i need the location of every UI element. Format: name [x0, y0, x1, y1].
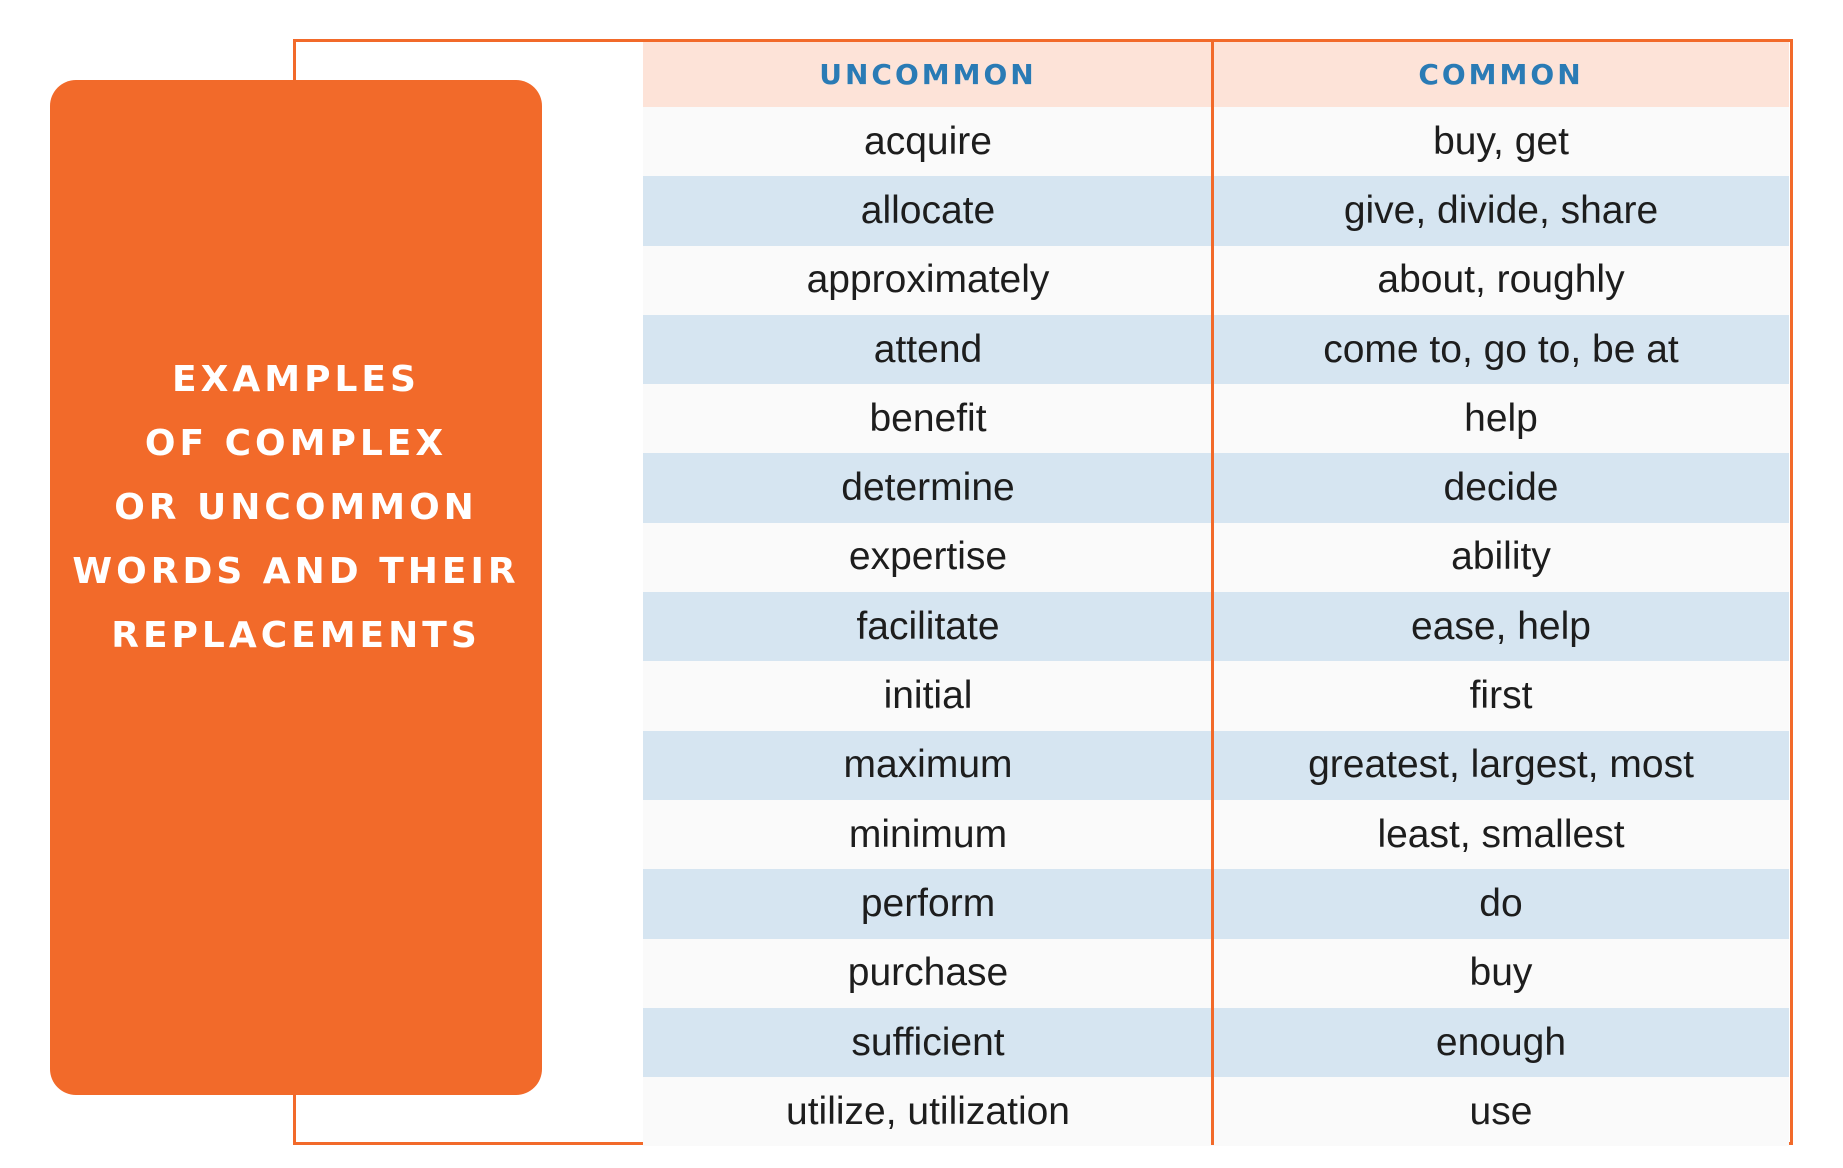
word-replacement-table: UNCOMMON COMMON acquire buy, get allocate g…	[643, 42, 1789, 1147]
cell-uncommon: initial	[883, 674, 973, 718]
table-row: acquire buy, get	[643, 107, 1789, 177]
cell-uncommon: facilitate	[856, 604, 1000, 648]
cell-common: give, divide, share	[1343, 188, 1659, 232]
cell-common: decide	[1443, 466, 1559, 510]
side-title: EXAMPLES OF COMPLEX OR UNCOMMON WORDS AN…	[72, 348, 519, 668]
cell-common: enough	[1435, 1020, 1567, 1064]
cell-uncommon: allocate	[860, 188, 996, 232]
table-row: facilitate ease, help	[643, 592, 1789, 662]
table-row: minimum least, smallest	[643, 799, 1789, 870]
table-row: determine decide	[643, 453, 1789, 523]
cell-uncommon: benefit	[869, 396, 987, 440]
cell-common: first	[1469, 674, 1533, 718]
side-title-line: EXAMPLES	[172, 358, 420, 400]
table-row: utilize, utilization use	[643, 1077, 1789, 1147]
table-row: benefit help	[643, 384, 1789, 454]
cell-uncommon: minimum	[848, 812, 1008, 856]
table-header-row: UNCOMMON COMMON	[643, 42, 1789, 107]
cell-common: about, roughly	[1377, 258, 1625, 302]
table-row: maximum greatest, largest, most	[643, 730, 1789, 800]
cell-uncommon: maximum	[843, 743, 1013, 787]
cell-common: do	[1479, 881, 1523, 925]
cell-common: ability	[1451, 535, 1551, 579]
cell-common: least, smallest	[1377, 812, 1625, 856]
table-row: approximately about, roughly	[643, 245, 1789, 315]
header-uncommon: UNCOMMON	[819, 58, 1037, 91]
side-title-line: OF COMPLEX	[144, 422, 448, 464]
table-row: perform do	[643, 869, 1789, 939]
cell-common: come to, go to, be at	[1323, 327, 1679, 371]
cell-common: help	[1464, 396, 1538, 440]
cell-common: ease, help	[1411, 604, 1591, 648]
cell-uncommon: acquire	[864, 119, 992, 163]
cell-uncommon: purchase	[847, 951, 1009, 995]
header-common: COMMON	[1418, 58, 1584, 91]
table-row: attend come to, go to, be at	[643, 314, 1789, 385]
cell-uncommon: approximately	[806, 258, 1050, 302]
side-title-line: WORDS AND THEIR	[72, 550, 520, 592]
cell-common: buy, get	[1433, 119, 1569, 163]
cell-uncommon: perform	[860, 881, 996, 925]
table-row: sufficient enough	[643, 1007, 1789, 1078]
cell-common: use	[1469, 1089, 1533, 1133]
cell-uncommon: utilize, utilization	[786, 1089, 1070, 1133]
table-row: purchase buy	[643, 938, 1789, 1008]
side-title-line: REPLACEMENTS	[111, 614, 481, 656]
table-row: initial first	[643, 661, 1789, 731]
cell-uncommon: sufficient	[851, 1020, 1005, 1064]
cell-uncommon: expertise	[848, 535, 1008, 579]
table-row: expertise ability	[643, 522, 1789, 593]
side-title-panel: EXAMPLES OF COMPLEX OR UNCOMMON WORDS AN…	[50, 80, 542, 1095]
table-body: acquire buy, get allocate give, divide, sha…	[643, 107, 1789, 1147]
column-divider	[1211, 39, 1214, 1145]
side-title-line: OR UNCOMMON	[114, 486, 478, 528]
cell-uncommon: determine	[841, 466, 1015, 510]
cell-common: greatest, largest, most	[1308, 743, 1694, 787]
table-row: allocate give, divide, share	[643, 176, 1789, 246]
cell-uncommon: attend	[873, 327, 983, 371]
cell-common: buy	[1469, 951, 1533, 995]
